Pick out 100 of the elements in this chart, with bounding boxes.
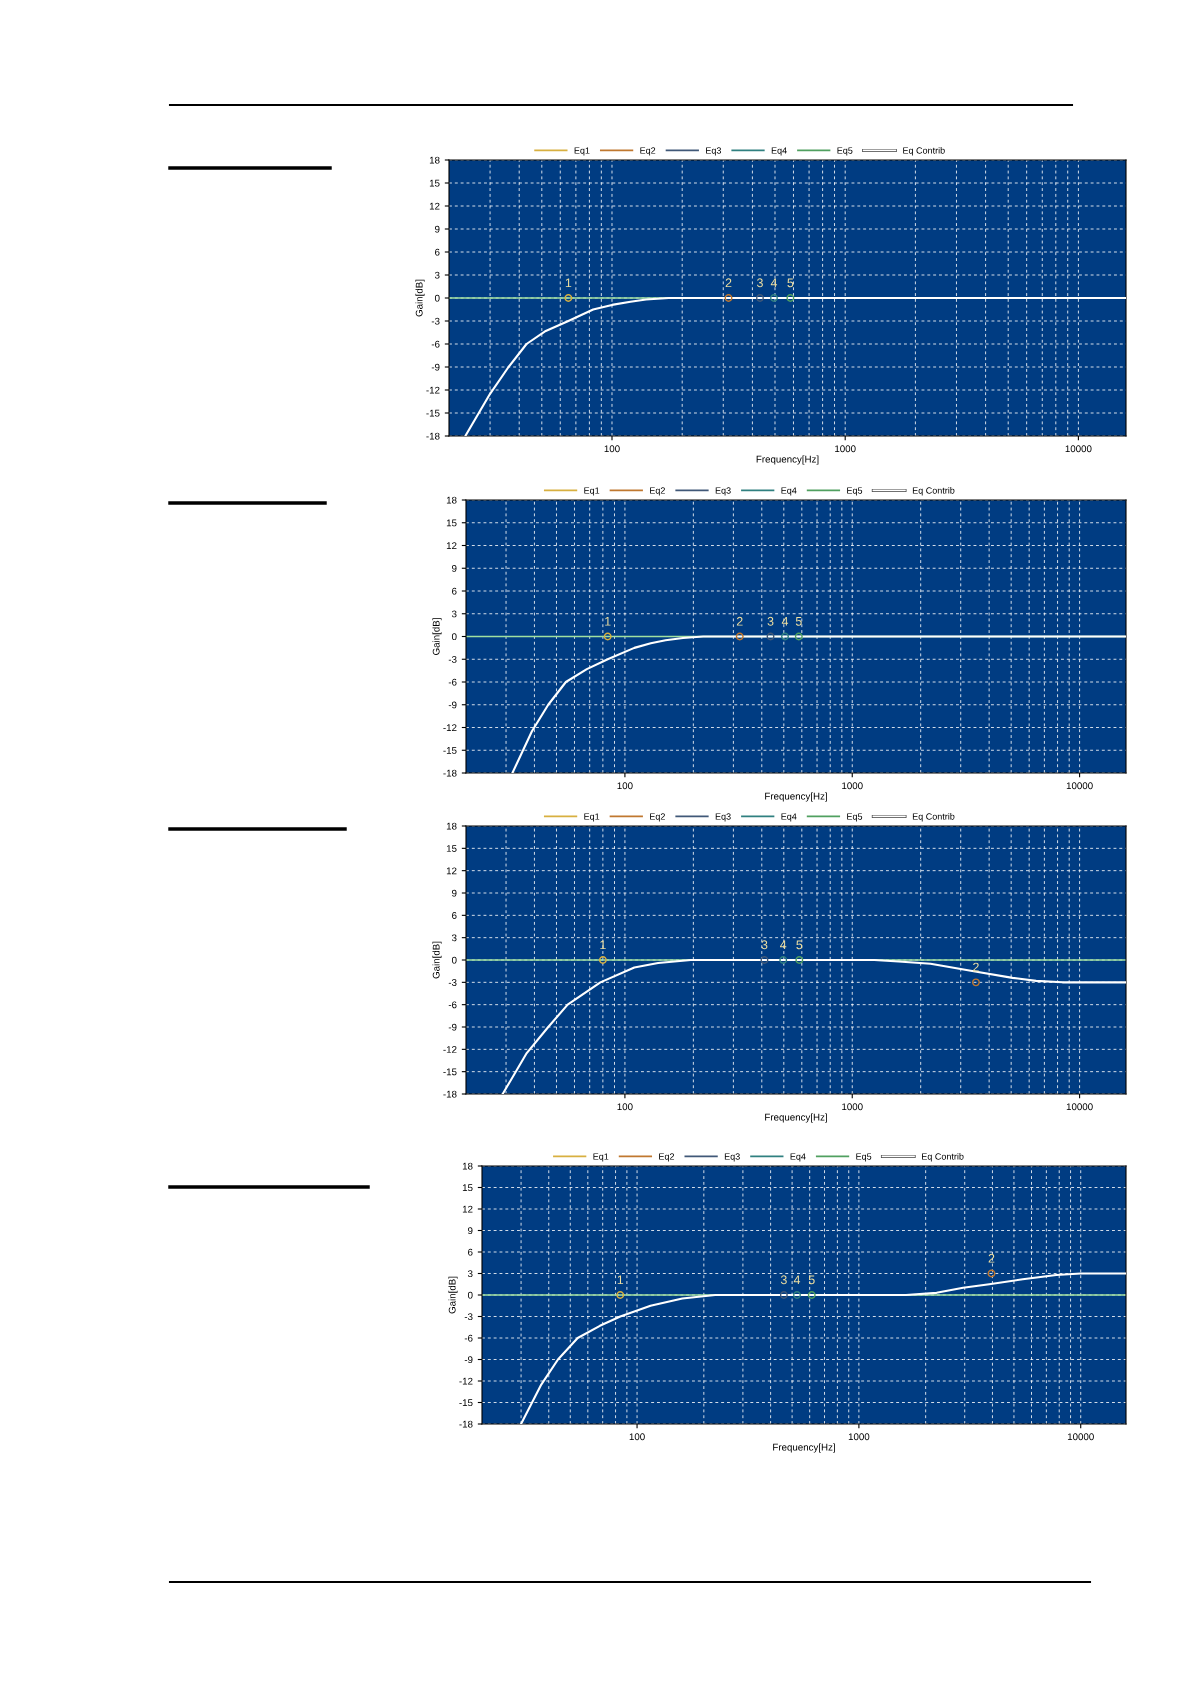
y-tick-label: -9 — [448, 701, 457, 709]
legend-label: Eq2 — [650, 487, 665, 496]
annotation: 5 — [808, 1275, 815, 1285]
y-tick-label: 18 — [446, 496, 457, 504]
x-tick-label: 1000 — [848, 1433, 870, 1441]
annotation: 3 — [756, 278, 763, 288]
annotation: 5 — [787, 278, 794, 288]
y-tick-label: 3 — [451, 610, 457, 618]
x-axis-title: Frequency[Hz] — [756, 455, 819, 465]
y-tick-label: -9 — [464, 1356, 473, 1364]
legend-label: Eq2 — [640, 147, 656, 156]
y-tick-label: 3 — [434, 271, 440, 279]
y-tick-label: 18 — [429, 156, 440, 164]
y-tick-label: 0 — [451, 633, 457, 641]
annotation: 5 — [795, 616, 802, 626]
y-tick-label: 12 — [462, 1205, 473, 1213]
y-tick-label: 0 — [467, 1291, 473, 1299]
y-tick-label: -12 — [459, 1377, 473, 1385]
annotation: 4 — [781, 616, 789, 626]
y-tick-label: -9 — [448, 1023, 457, 1031]
y-tick-label: 6 — [468, 1248, 473, 1256]
x-axis-title: Frequency[Hz] — [765, 1113, 827, 1123]
legend-label: Eq1 — [574, 147, 590, 156]
y-tick-label: -6 — [431, 340, 440, 348]
x-tick-label: 10000 — [1066, 782, 1093, 790]
x-tick-label: 1000 — [842, 1103, 863, 1111]
y-tick-label: 18 — [462, 1162, 473, 1170]
y-tick-label: -3 — [431, 317, 440, 325]
annotation: 3 — [767, 616, 774, 626]
y-tick-label: 0 — [451, 956, 457, 964]
x-tick-label: 10000 — [1065, 445, 1092, 453]
annotation: 2 — [988, 1253, 995, 1263]
legend-label: Eq Contrib — [912, 487, 955, 496]
x-tick-label: 1000 — [835, 445, 856, 453]
y-tick-label: 15 — [446, 519, 457, 527]
annotation: 3 — [761, 940, 768, 950]
annotation: 3 — [780, 1275, 787, 1285]
y-tick-label: -9 — [431, 363, 440, 371]
y-tick-label: -6 — [448, 678, 457, 686]
annotation: 1 — [617, 1275, 624, 1285]
y-tick-label: -12 — [426, 386, 440, 394]
y-tick-label: -18 — [443, 769, 457, 777]
legend-label: Eq5 — [847, 487, 863, 496]
y-tick-label: -3 — [448, 655, 457, 663]
annotation: 2 — [736, 616, 743, 626]
x-axis-title: Frequency[Hz] — [773, 1443, 835, 1453]
x-tick-label: 1000 — [842, 782, 863, 790]
y-tick-label: 3 — [451, 934, 457, 942]
y-tick-label: 15 — [446, 845, 457, 852]
y-tick-label: 9 — [435, 225, 440, 233]
y-tick-label: 9 — [468, 1227, 473, 1235]
x-tick-label: 100 — [629, 1433, 645, 1441]
legend-label: Eq3 — [706, 147, 721, 156]
legend-label: Eq Contrib — [912, 813, 955, 822]
y-tick-label: 6 — [435, 248, 440, 256]
annotation: 1 — [605, 616, 611, 626]
annotation: 4 — [780, 940, 787, 950]
y-tick-label: -15 — [443, 747, 457, 754]
annotation: 4 — [793, 1275, 801, 1285]
y-tick-label: -6 — [448, 1001, 457, 1009]
x-tick-label: 100 — [617, 782, 633, 790]
y-axis-title: Gain[dB] — [448, 1276, 458, 1314]
annotation: 2 — [973, 962, 979, 972]
y-axis-title: Gain[dB] — [415, 279, 425, 317]
y-tick-label: 6 — [452, 912, 457, 919]
y-tick-label: -15 — [426, 409, 440, 417]
legend-label: Eq1 — [584, 487, 600, 496]
legend-label: Eq1 — [593, 1153, 609, 1162]
y-tick-label: 9 — [452, 889, 457, 897]
annotation: 1 — [565, 278, 572, 288]
legend-label: Eq2 — [659, 1153, 675, 1162]
annotation: 1 — [600, 940, 606, 950]
legend-label: Eq5 — [856, 1153, 872, 1162]
y-tick-label: -6 — [464, 1334, 473, 1342]
y-tick-label: 3 — [467, 1270, 473, 1278]
x-tick-label: 10000 — [1066, 1103, 1093, 1111]
y-tick-label: 9 — [452, 564, 457, 572]
legend-label: Eq2 — [650, 813, 665, 822]
y-tick-label: 12 — [446, 542, 457, 550]
y-tick-label: -15 — [443, 1068, 457, 1076]
y-tick-label: -3 — [464, 1313, 473, 1321]
annotation: 2 — [725, 278, 732, 288]
legend-label: Eq Contrib — [903, 147, 945, 156]
legend-label: Eq3 — [715, 487, 731, 496]
y-tick-label: 12 — [446, 867, 457, 875]
legend-label: Eq4 — [781, 487, 797, 496]
y-tick-label: 0 — [434, 294, 440, 302]
x-tick-label: 10000 — [1067, 1433, 1094, 1441]
legend-label: Eq1 — [584, 813, 600, 822]
legend-label: Eq3 — [715, 813, 731, 822]
y-axis-title: Gain[dB] — [432, 618, 442, 655]
y-tick-label: 6 — [452, 587, 457, 595]
y-tick-label: -18 — [443, 1090, 457, 1098]
legend-label: Eq5 — [837, 147, 853, 156]
legend-label: Eq5 — [847, 813, 863, 822]
y-axis-title: Gain[dB] — [432, 941, 442, 979]
legend-label: Eq Contrib — [922, 1153, 964, 1162]
x-tick-label: 100 — [617, 1103, 633, 1111]
legend-label: Eq4 — [781, 813, 797, 822]
x-axis-title: Frequency[Hz] — [765, 792, 827, 802]
